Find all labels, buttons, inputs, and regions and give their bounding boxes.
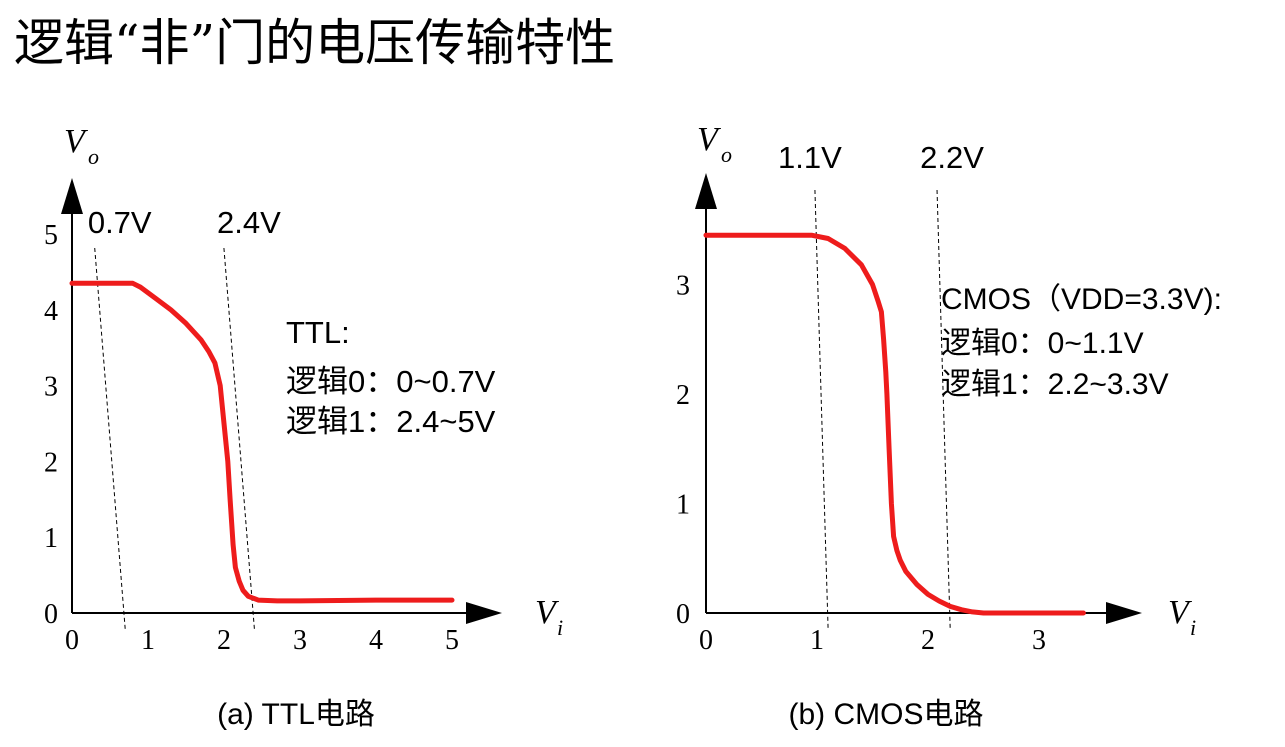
- logic-level-note: 逻辑1：2.4~5V: [286, 404, 496, 439]
- transfer-curve: [703, 232, 1086, 616]
- y-tick-label: 0: [44, 599, 58, 630]
- x-tick-label: 2: [921, 625, 935, 656]
- x-axis-label-sub: i: [1190, 615, 1196, 640]
- y-tick-label: 3: [676, 271, 690, 302]
- logic-level-note: CMOS（VDD=3.3V):: [941, 283, 1222, 316]
- y-axis-label-sub: o: [721, 142, 732, 167]
- page-title: 逻辑“非”门的电压传输特性: [14, 14, 616, 72]
- x-axis-label-sub: i: [557, 615, 563, 640]
- x-tick-label: 3: [1032, 625, 1046, 656]
- y-axis-arrow: [695, 173, 717, 209]
- y-tick-label: 5: [44, 220, 58, 251]
- x-tick-label: 2: [217, 625, 231, 656]
- x-tick-label: 4: [369, 625, 383, 656]
- y-tick-label: 1: [44, 523, 58, 554]
- threshold-label: 2.4V: [217, 205, 281, 240]
- x-tick-label: 1: [141, 625, 155, 656]
- threshold-line: [936, 189, 951, 630]
- threshold-label: 2.2V: [920, 140, 984, 175]
- transfer-curve: [69, 280, 455, 604]
- threshold-line: [814, 189, 829, 630]
- y-axis-label-sub: o: [88, 144, 99, 169]
- threshold-label: 1.1V: [778, 140, 842, 175]
- y-axis-label: V: [697, 121, 722, 158]
- x-tick-label: 5: [445, 625, 459, 656]
- x-tick-label: 1: [810, 625, 824, 656]
- x-tick-label: 3: [293, 625, 307, 656]
- threshold-line: [94, 247, 126, 630]
- y-tick-label: 1: [676, 490, 690, 521]
- y-tick-label: 2: [676, 380, 690, 411]
- chart-caption: (b) CMOS电路: [789, 698, 984, 731]
- x-axis-arrow: [466, 602, 502, 624]
- threshold-line: [223, 247, 255, 630]
- y-tick-label: 0: [676, 599, 690, 630]
- logic-level-note: 逻辑0：0~1.1V: [941, 327, 1144, 360]
- x-tick-label: 0: [65, 625, 79, 656]
- x-axis-arrow: [1106, 602, 1142, 624]
- logic-level-note: 逻辑1：2.2~3.3V: [941, 368, 1169, 401]
- y-tick-label: 4: [44, 296, 58, 327]
- chart-caption: (a) TTL电路: [217, 698, 375, 731]
- logic-level-note: TTL:: [286, 315, 350, 350]
- logic-level-note: 逻辑0：0~0.7V: [286, 364, 496, 399]
- y-axis-label: V: [64, 123, 89, 160]
- y-axis-arrow: [61, 178, 83, 214]
- y-tick-label: 2: [44, 447, 58, 478]
- x-tick-label: 0: [699, 625, 713, 656]
- y-tick-label: 3: [44, 372, 58, 403]
- threshold-label: 0.7V: [88, 205, 152, 240]
